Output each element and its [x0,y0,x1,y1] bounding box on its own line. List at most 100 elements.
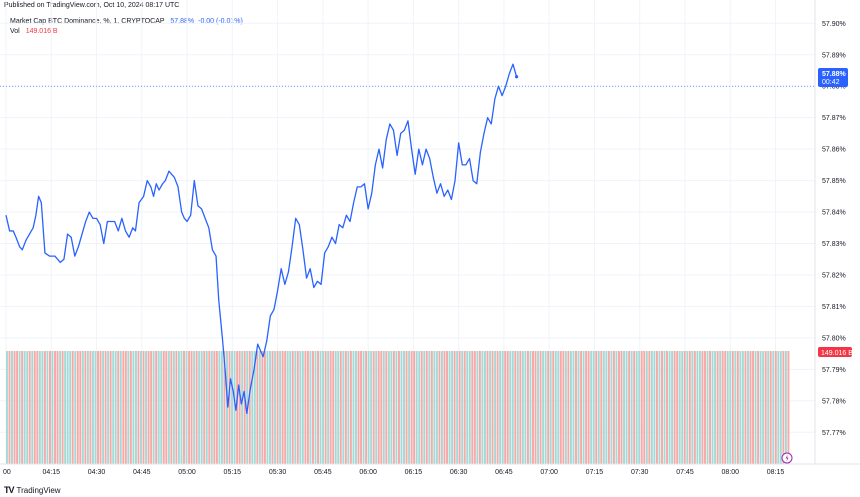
volume-bar [33,351,36,464]
volume-bar [618,351,620,464]
x-axis[interactable]: 00 04:15 04:30 04:45 05:00 05:15 05:30 05:45 06:… [0,463,860,476]
x-tick-label: 04:15 [42,469,60,476]
volume-bar [322,351,325,464]
volume-bar [142,351,145,464]
volume-bar [129,351,132,464]
volume-bar [701,351,704,464]
volume-bar [301,351,304,464]
tradingview-logo-icon[interactable]: TV [4,485,14,495]
x-tick-label: 07:15 [586,469,604,476]
volume-bar [398,351,400,464]
volume-bar [387,351,390,464]
x-tick-label: 05:45 [314,469,332,476]
volume-bar [655,351,658,464]
volume-bar [36,351,39,464]
volume-bar [97,351,99,464]
volume-bar [423,351,426,464]
volume-bar [410,351,413,464]
volume-bar [615,351,618,464]
volume-bar [79,351,82,464]
volume-bar [385,351,388,464]
volume-bar [309,351,312,464]
volume-bar [643,351,646,464]
volume-bar [511,351,514,464]
volume-bar [661,351,663,464]
volume-bar [600,351,603,464]
volume-bar [18,351,21,464]
volume-bar [542,351,545,464]
volume-bar [124,351,127,464]
volume-bar [99,351,102,464]
symbol-name[interactable]: Market Cap BTC Dominance, %, 1, CRYPTOCA… [10,18,165,25]
y-tick-label: 57.81% [822,304,846,311]
volume-bar [208,351,211,464]
volume-bar [195,351,198,464]
volume-bar [506,351,509,464]
y-tick-label: 57.83% [822,241,846,248]
volume-bar [521,351,524,464]
volume-bar [86,351,89,464]
volume-bar [478,351,481,464]
volume-bar [377,351,380,464]
volume-bar [132,351,135,464]
volume-bar [43,351,46,464]
volume-bar [380,351,383,464]
x-tick-label: 08:00 [721,469,739,476]
volume-bar [180,351,183,464]
volume-bar [784,351,787,464]
volume-bar [256,351,259,464]
volume-bar [418,351,421,464]
volume-bar [466,351,469,464]
volume-bar [157,351,160,464]
volume-bar [698,351,701,464]
x-tick-label: 06:15 [405,469,423,476]
volume-bar [650,351,653,464]
y-tick-label: 57.87% [822,115,846,122]
volume-bar [415,351,418,464]
volume-bar [236,351,239,464]
y-axis[interactable]: 57.77% 57.78% 57.79% 57.80% 57.81% 57.82% 57.8… [814,0,846,464]
volume-bar [392,351,395,464]
volume-bar [504,351,507,464]
x-tick-label: 04:45 [133,469,151,476]
volume-bar [54,351,56,464]
price-line [5,63,518,415]
volume-label[interactable]: Vol [10,28,20,35]
volume-bar [263,351,266,464]
volume-bar [8,351,11,464]
volume-bar [663,351,666,464]
volume-bar [562,351,565,464]
volume-bar [499,351,502,464]
volume-bar [587,351,590,464]
x-tick-label: 05:00 [178,469,196,476]
price-tag-countdown: 00:42 [822,79,840,86]
volume-bar [572,351,575,464]
volume-bar [709,351,711,464]
volume-tag-bg [818,347,852,357]
volume-bar [580,351,583,464]
volume-bar [413,351,416,464]
y-tick-label: 57.90% [822,21,846,28]
volume-bar [759,351,762,464]
volume-bar [213,351,216,464]
volume-bar [395,351,398,464]
volume-bar [516,351,519,464]
volume-bar [269,351,271,464]
volume-bar [286,351,289,464]
volume-bar [686,351,689,464]
volume-bar [347,351,350,464]
volume-bar [496,351,499,464]
x-tick-label: 08:15 [767,469,785,476]
volume-bar [344,351,347,464]
volume-bar [271,351,274,464]
volume-bar [215,351,218,464]
y-tick-label: 57.78% [822,398,846,405]
volume-bar [261,351,264,464]
volume-bar [140,351,142,464]
volume-bar [537,351,540,464]
volume-bar [554,351,557,464]
volume-bar [673,351,676,464]
x-tick-label: 06:45 [495,469,513,476]
volume-bar [741,351,744,464]
